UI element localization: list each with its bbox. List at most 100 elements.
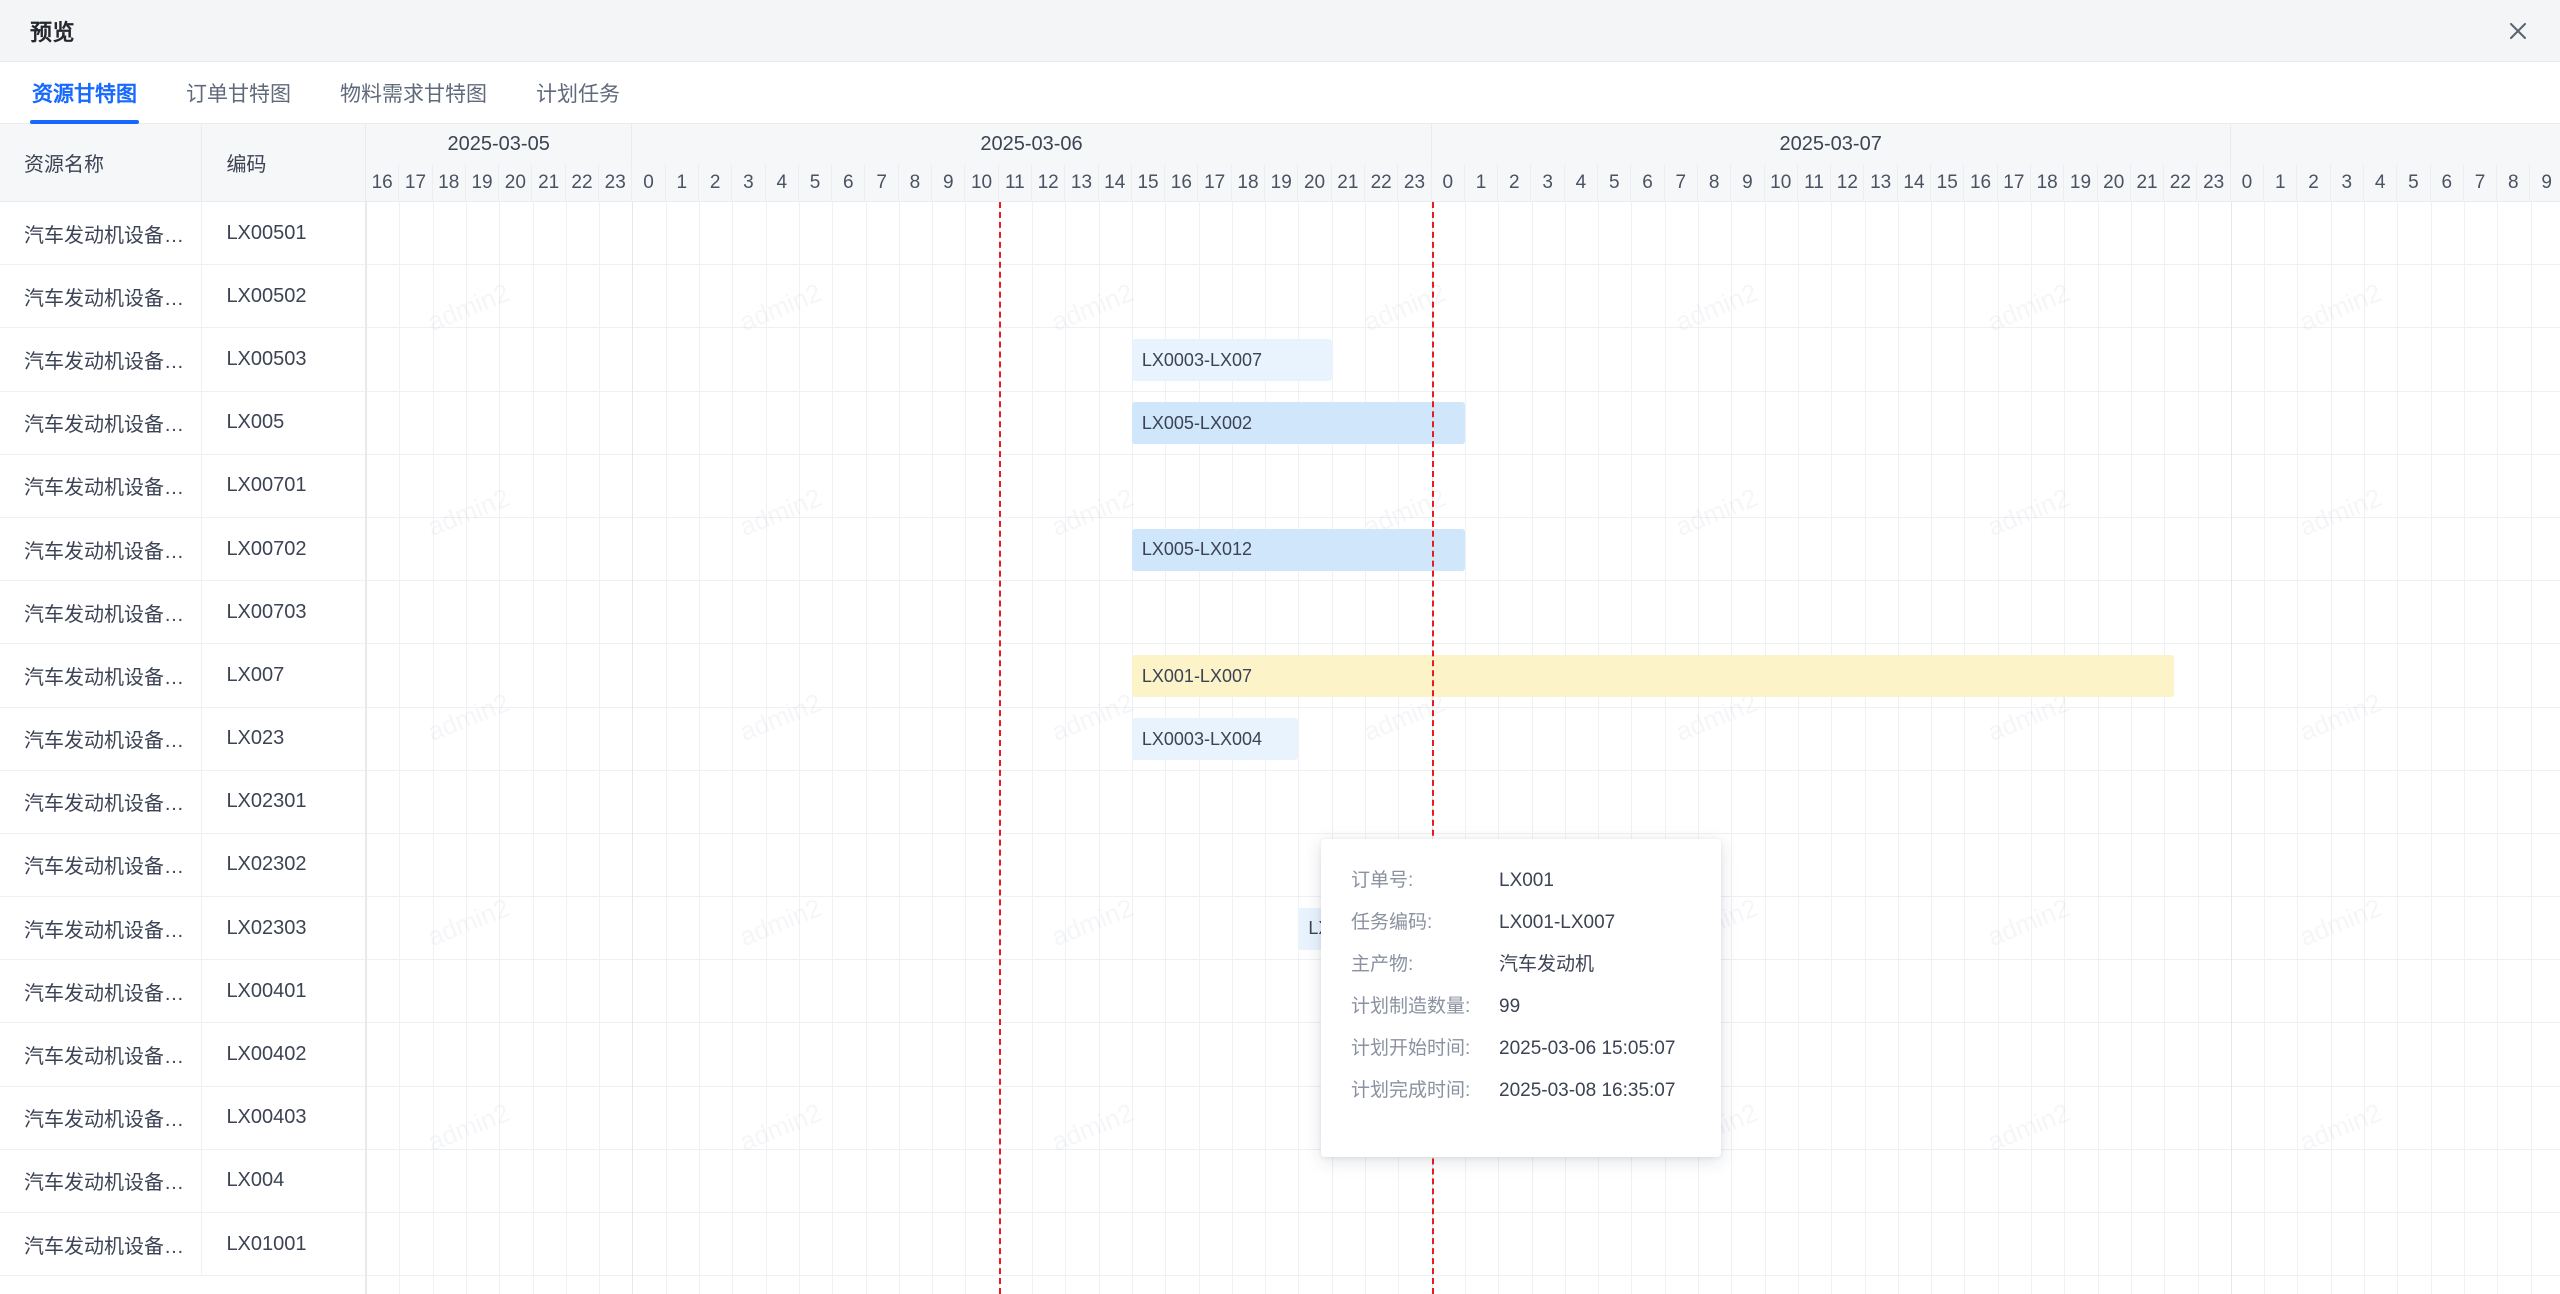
timeline-hour-label: 5 [2397, 164, 2431, 202]
table-row[interactable]: 汽车发动机设备… LX00401 [0, 960, 365, 1024]
gantt-bar-label: LX005-LX012 [1141, 539, 1252, 560]
table-row[interactable]: 汽车发动机设备… LX00703 [0, 581, 365, 645]
grid-line [366, 202, 367, 1294]
gantt-bar[interactable]: LX0003-LX007 [1131, 339, 1332, 381]
table-row[interactable]: 汽车发动机设备… LX023 [0, 707, 365, 771]
grid-line [1498, 202, 1500, 1294]
table-row[interactable]: 汽车发动机设备… LX02302 [0, 833, 365, 898]
grid-line [2164, 202, 2166, 1294]
gantt-bar-label: LX005-LX002 [1141, 412, 1252, 433]
gantt-bar[interactable]: LX005-LX012 [1131, 528, 1465, 571]
cell-code: LX005 [226, 411, 285, 434]
cell-resource-name: 汽车发动机设备… [0, 897, 203, 960]
timeline-hour-label: 10 [1765, 164, 1798, 202]
table-row[interactable]: 汽车发动机设备… LX00701 [0, 454, 365, 518]
cell-code: LX00702 [226, 537, 307, 560]
timeline-hour-label: 16 [1964, 164, 1998, 202]
timeline-hour-label: 11 [999, 164, 1032, 202]
grid-line [2264, 202, 2266, 1294]
grid-line [1464, 202, 1466, 1294]
table-row[interactable]: 汽车发动机设备… LX005 [0, 391, 365, 455]
gantt-bar[interactable]: LX0003-LX004 [1131, 718, 1299, 761]
cell-code: LX00401 [226, 979, 307, 1002]
timeline-hour-label: 7 [1665, 164, 1698, 202]
grid-line [2031, 202, 2032, 1294]
gantt-bar-label: LX001-LX007 [1141, 665, 1252, 686]
timeline-hour-label: 9 [932, 164, 966, 202]
grid-line [1598, 202, 1600, 1294]
timeline-hour-label: 3 [732, 164, 766, 202]
column-header-code: 编码 [226, 154, 267, 176]
table-row[interactable]: 汽车发动机设备… LX00402 [0, 1023, 365, 1087]
grid-line [1298, 202, 1300, 1294]
cell-resource-name: 汽车发动机设备… [0, 960, 203, 1023]
grid-line [699, 202, 700, 1294]
timeline-hour-label: 1 [666, 164, 699, 202]
tab-0[interactable]: 资源甘特图 [30, 62, 139, 124]
table-row[interactable]: 汽车发动机设备… LX00503 [0, 328, 365, 392]
cell-code: LX00502 [226, 284, 307, 307]
timeline-header: 2025-03-052025-03-062025-03-072025-03-08… [366, 124, 2560, 202]
table-row[interactable]: 汽车发动机设备… LX00501 [0, 202, 365, 266]
grid-line [1398, 202, 1400, 1294]
gantt-timeline-pane[interactable]: 2025-03-052025-03-062025-03-072025-03-08… [366, 124, 2560, 1294]
table-row[interactable]: 汽车发动机设备… LX01001 [0, 1213, 365, 1277]
timeline-hour-label: 10 [965, 164, 999, 202]
resource-table-header: 资源名称 编码 [0, 124, 365, 202]
cell-code: LX007 [226, 663, 285, 686]
cell-code: LX023 [226, 727, 285, 750]
gantt-bar[interactable]: LX001-LX007 [1131, 655, 2175, 697]
timeline-hour-label: 8 [1698, 164, 1732, 202]
tab-1[interactable]: 订单甘特图 [184, 62, 293, 124]
grid-line [432, 202, 434, 1294]
timeline-hour-label: 15 [1132, 164, 1166, 202]
tab-label: 物料需求甘特图 [340, 82, 487, 106]
cell-resource-name: 汽车发动机设备… [0, 833, 203, 897]
tooltip-label: 计划完成时间: [1351, 1080, 1471, 1101]
grid-line [2230, 202, 2232, 1294]
gantt-bar[interactable]: LX005-LX002 [1131, 402, 1465, 445]
tab-bar: 资源甘特图 订单甘特图 物料需求甘特图 计划任务 [0, 62, 2560, 124]
timeline-hour-label: 7 [866, 164, 899, 202]
grid-line [1764, 202, 1766, 1294]
timeline-hour-label: 21 [1332, 164, 1365, 202]
table-row[interactable]: 汽车发动机设备… LX007 [0, 644, 365, 708]
gantt-row [366, 455, 2560, 518]
cell-code: LX00503 [226, 347, 307, 370]
table-row[interactable]: 汽车发动机设备… LX00502 [0, 265, 365, 329]
tab-label: 计划任务 [536, 82, 620, 106]
modal-header: 预览 [0, 0, 2560, 62]
table-row[interactable]: 汽车发动机设备… LX02301 [0, 770, 365, 834]
grid-line [1931, 202, 1933, 1294]
timeline-hour-label: 6 [832, 164, 866, 202]
table-row[interactable]: 汽车发动机设备… LX00403 [0, 1086, 365, 1150]
cell-code: LX00402 [226, 1043, 307, 1066]
close-icon[interactable] [2498, 11, 2538, 51]
grid-line [1664, 202, 1666, 1294]
cell-code: LX004 [226, 1169, 285, 1192]
grid-line [2430, 202, 2432, 1294]
task-tooltip: 订单号: LX001 任务编码: LX001-LX007 主产物: 汽车发动机 计划制造数量… [1321, 839, 1721, 1157]
grid-line [1731, 202, 1733, 1294]
tooltip-row: 计划开始时间: 2025-03-06 15:05:07 [1321, 1033, 1721, 1075]
tab-2[interactable]: 物料需求甘特图 [338, 62, 489, 124]
grid-line [998, 202, 1000, 1294]
gantt-row [366, 202, 2560, 266]
grid-line [1864, 202, 1866, 1294]
table-row[interactable]: 汽车发动机设备… LX004 [0, 1149, 365, 1213]
timeline-hour-label: 0 [1432, 164, 1465, 202]
timeline-hour-label: 2 [2297, 164, 2331, 202]
cell-code: LX02301 [226, 790, 307, 813]
table-row[interactable]: 汽车发动机设备… LX02303 [0, 897, 365, 961]
grid-line [932, 202, 934, 1294]
tooltip-value: LX001 [1499, 870, 1554, 891]
grid-line [865, 202, 867, 1294]
grid-line [1331, 202, 1333, 1294]
gantt-row [366, 708, 2560, 771]
table-row[interactable]: 汽车发动机设备… LX00702 [0, 517, 365, 582]
tab-3[interactable]: 计划任务 [534, 62, 622, 124]
timeline-hour-label: 8 [899, 164, 933, 202]
grid-line [965, 202, 967, 1294]
gantt-row [366, 265, 2560, 329]
